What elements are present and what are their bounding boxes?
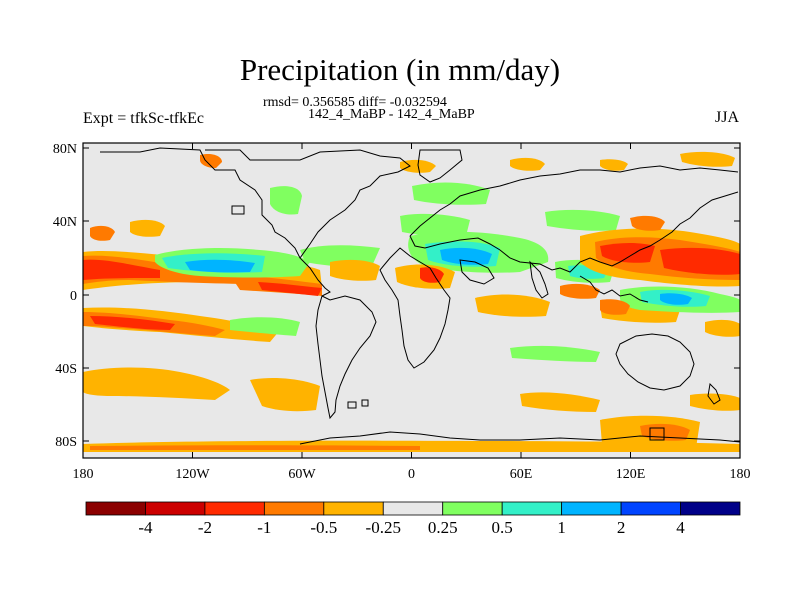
lat-tick-80n: 80N: [53, 142, 77, 157]
colorbar-label: -1: [257, 518, 271, 537]
colorbar-swatch: [680, 501, 741, 516]
lon-ticks: 180 120W 60W 0 60E 120E 180: [73, 143, 751, 482]
colorbar-swatch: [323, 501, 384, 516]
colorbar-label: -4: [138, 518, 153, 537]
colorbar-label: 1: [557, 518, 566, 537]
colorbar-label: -0.25: [366, 518, 401, 537]
colorbar-label: -2: [198, 518, 212, 537]
coastlines: [100, 147, 740, 445]
lon-tick-0: 0: [408, 467, 415, 482]
colorbar-swatch: [501, 501, 563, 516]
precipitation-anomaly-field: [83, 147, 740, 452]
colorbar-swatch: [204, 501, 265, 516]
colorbar-label: 0.5: [492, 518, 513, 537]
colorbar-swatch: [145, 501, 206, 516]
lon-tick-60e: 60E: [510, 467, 533, 482]
colorbar-swatch: [85, 501, 146, 516]
lat-tick-80s: 80S: [55, 435, 77, 450]
colorbar-swatch: [561, 501, 622, 516]
colorbar-swatch: [620, 501, 681, 516]
lon-tick-180e: 180: [730, 467, 751, 482]
plot-title: Precipitation (in mm/day): [239, 52, 561, 87]
season-label: JJA: [715, 109, 740, 126]
colorbar-swatch: [382, 501, 444, 516]
lon-tick-120w: 120W: [175, 467, 210, 482]
colorbar-swatch: [263, 501, 325, 516]
rmsd-diff-stats: rmsd= 0.356585 diff= -0.032594: [263, 95, 447, 110]
lat-tick-40n: 40N: [53, 215, 77, 230]
colorbar-label: 0.25: [428, 518, 458, 537]
colorbar-label: 4: [676, 518, 685, 537]
colorbar: -4 -2 -1 -0.5 -0.25 0.25 0.5 1 2 4: [85, 501, 741, 537]
experiment-label: Expt = tfkSc-tfkEc: [83, 110, 204, 127]
lat-tick-0: 0: [70, 289, 77, 304]
colorbar-label: 2: [617, 518, 626, 537]
lat-tick-40s: 40S: [55, 362, 77, 377]
colorbar-label: -0.5: [310, 518, 337, 537]
lat-ticks: 80N 40N 0 40S 80S: [53, 142, 740, 450]
colorbar-swatch: [442, 501, 503, 516]
lon-tick-180w: 180: [73, 467, 94, 482]
lon-tick-120e: 120E: [616, 467, 646, 482]
lon-tick-60w: 60W: [288, 467, 316, 482]
experiment-subtitle: 142_4_MaBP - 142_4_MaBP: [308, 107, 475, 122]
